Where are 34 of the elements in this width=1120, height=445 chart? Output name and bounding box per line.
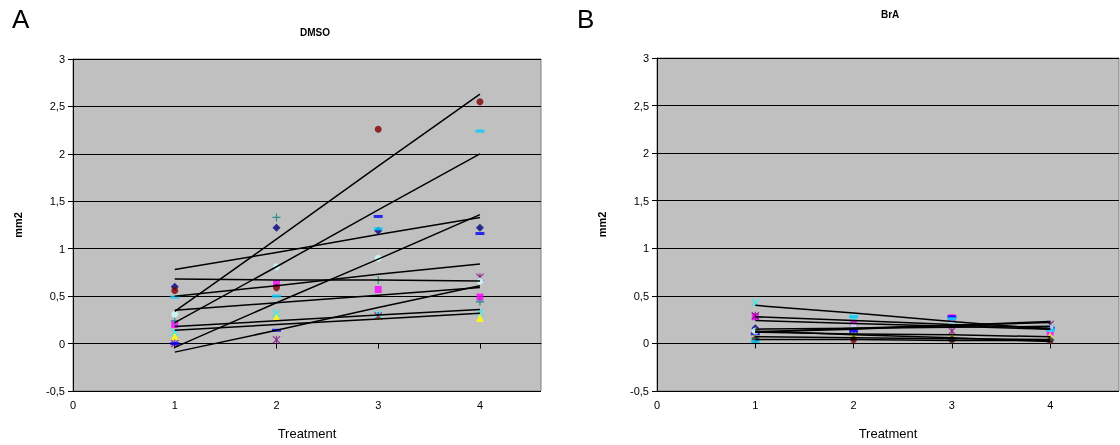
y-axis-title: mm2 xyxy=(11,212,24,238)
chart-title: DMSO xyxy=(300,26,331,38)
y-axis-title: mm2 xyxy=(595,211,608,238)
chart-title: BrA xyxy=(881,8,900,20)
y-tick-label: 2,5 xyxy=(49,100,65,113)
y-tick-label: 1,5 xyxy=(633,194,649,207)
text: A xyxy=(12,4,30,34)
x-tick-label: 3 xyxy=(948,398,955,411)
y-tick-label: 1 xyxy=(58,242,65,255)
x-axis-title: Treatment xyxy=(277,426,337,441)
x-axis-title: Treatment xyxy=(858,426,918,441)
y-tick-label: -0,5 xyxy=(46,385,65,397)
x-tick-label: 2 xyxy=(273,398,280,411)
x-tick-label: 1 xyxy=(171,398,178,411)
y-tick-label: 3 xyxy=(642,52,649,64)
y-tick-label: 2,5 xyxy=(633,99,649,112)
y-tick-label: 2 xyxy=(642,147,649,160)
y-tick-label: 1,5 xyxy=(49,195,65,208)
y-tick-label: 0 xyxy=(642,337,649,350)
y-tick-label: 1 xyxy=(642,242,649,255)
x-tick-label: 2 xyxy=(850,398,857,411)
text: B xyxy=(577,4,595,34)
x-tick-label: 4 xyxy=(1047,398,1054,411)
x-tick-label: 0 xyxy=(653,398,661,411)
x-tick-label: 1 xyxy=(752,398,759,411)
y-tick-label: 3 xyxy=(58,53,65,65)
x-tick-label: 0 xyxy=(69,398,77,411)
y-tick-label: 0,5 xyxy=(49,290,65,303)
y-tick-label: -0,5 xyxy=(630,385,649,397)
x-tick-label: 3 xyxy=(375,398,382,411)
y-tick-label: 0 xyxy=(58,337,65,350)
y-tick-label: 0,5 xyxy=(633,289,649,302)
x-tick-label: 4 xyxy=(476,398,484,411)
y-tick-label: 2 xyxy=(58,147,65,160)
